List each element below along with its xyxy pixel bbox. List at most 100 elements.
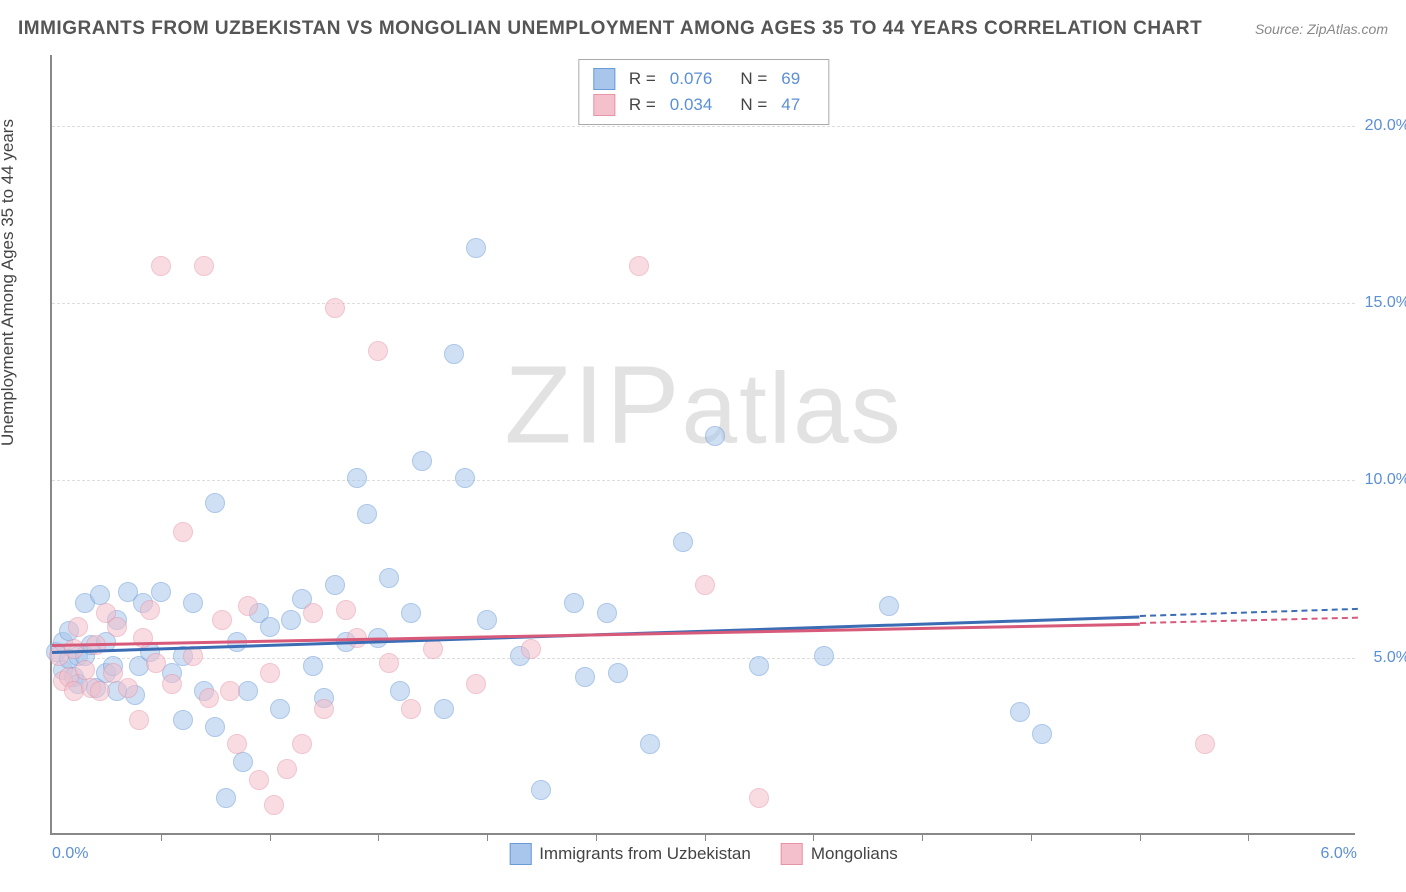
data-point (151, 582, 171, 602)
r-value-blue: 0.076 (670, 69, 713, 89)
x-tick (705, 833, 706, 841)
n-value-blue: 69 (781, 69, 800, 89)
data-point (303, 656, 323, 676)
grid-line (52, 480, 1355, 481)
legend-series: Immigrants from Uzbekistan Mongolians (509, 843, 898, 865)
data-point (379, 653, 399, 673)
x-tick (1248, 833, 1249, 841)
data-point (401, 603, 421, 623)
data-point (238, 596, 258, 616)
data-point (220, 681, 240, 701)
data-point (162, 674, 182, 694)
legend-label: Mongolians (811, 844, 898, 864)
data-point (575, 667, 595, 687)
watermark: ZIPatlas (504, 342, 902, 469)
data-point (466, 238, 486, 258)
x-tick (813, 833, 814, 841)
data-point (233, 752, 253, 772)
legend-stats: R = 0.076 N = 69 R = 0.034 N = 47 (578, 59, 829, 125)
data-point (444, 344, 464, 364)
data-point (133, 628, 153, 648)
data-point (434, 699, 454, 719)
x-tick (270, 833, 271, 841)
data-point (199, 688, 219, 708)
legend-swatch-pink (593, 94, 615, 116)
data-point (292, 734, 312, 754)
y-tick-label: 15.0% (1365, 294, 1406, 312)
data-point (673, 532, 693, 552)
data-point (90, 681, 110, 701)
x-tick (161, 833, 162, 841)
r-label: R = (629, 95, 656, 115)
data-point (749, 656, 769, 676)
data-point (423, 639, 443, 659)
data-point (379, 568, 399, 588)
x-tick (378, 833, 379, 841)
data-point (227, 734, 247, 754)
data-point (1032, 724, 1052, 744)
grid-line (52, 658, 1355, 659)
data-point (749, 788, 769, 808)
data-point (314, 699, 334, 719)
data-point (814, 646, 834, 666)
y-tick-label: 5.0% (1374, 649, 1406, 667)
legend-label: Immigrants from Uzbekistan (539, 844, 751, 864)
n-label: N = (740, 95, 767, 115)
data-point (401, 699, 421, 719)
legend-stats-row: R = 0.076 N = 69 (593, 66, 814, 92)
data-point (216, 788, 236, 808)
data-point (357, 504, 377, 524)
data-point (325, 575, 345, 595)
grid-line (52, 303, 1355, 304)
x-tick-label: 0.0% (52, 845, 88, 863)
data-point (281, 610, 301, 630)
y-axis-label: Unemployment Among Ages 35 to 44 years (0, 119, 18, 446)
data-point (260, 617, 280, 637)
data-point (336, 600, 356, 620)
x-tick (1140, 833, 1141, 841)
data-point (531, 780, 551, 800)
data-point (264, 795, 284, 815)
source-label: Source: ZipAtlas.com (1255, 21, 1388, 37)
n-value-pink: 47 (781, 95, 800, 115)
grid-line (52, 126, 1355, 127)
data-point (146, 653, 166, 673)
data-point (205, 493, 225, 513)
x-tick (922, 833, 923, 841)
scatter-plot: ZIPatlas R = 0.076 N = 69 R = 0.034 N = … (50, 55, 1355, 835)
y-tick-label: 10.0% (1365, 471, 1406, 489)
data-point (249, 770, 269, 790)
x-tick (487, 833, 488, 841)
data-point (212, 610, 232, 630)
data-point (705, 426, 725, 446)
data-point (564, 593, 584, 613)
data-point (1010, 702, 1030, 722)
data-point (640, 734, 660, 754)
data-point (629, 256, 649, 276)
y-tick-label: 20.0% (1365, 117, 1406, 135)
r-label: R = (629, 69, 656, 89)
data-point (597, 603, 617, 623)
data-point (173, 710, 193, 730)
legend-swatch-blue (509, 843, 531, 865)
data-point (238, 681, 258, 701)
chart-title: IMMIGRANTS FROM UZBEKISTAN VS MONGOLIAN … (18, 18, 1202, 40)
data-point (879, 596, 899, 616)
data-point (390, 681, 410, 701)
data-point (270, 699, 290, 719)
x-tick (1031, 833, 1032, 841)
data-point (205, 717, 225, 737)
data-point (194, 256, 214, 276)
data-point (695, 575, 715, 595)
data-point (260, 663, 280, 683)
data-point (608, 663, 628, 683)
data-point (455, 468, 475, 488)
legend-stats-row: R = 0.034 N = 47 (593, 92, 814, 118)
data-point (68, 617, 88, 637)
data-point (325, 298, 345, 318)
data-point (183, 593, 203, 613)
data-point (466, 674, 486, 694)
data-point (303, 603, 323, 623)
trend-line-extrapolated (1139, 608, 1357, 617)
data-point (140, 600, 160, 620)
